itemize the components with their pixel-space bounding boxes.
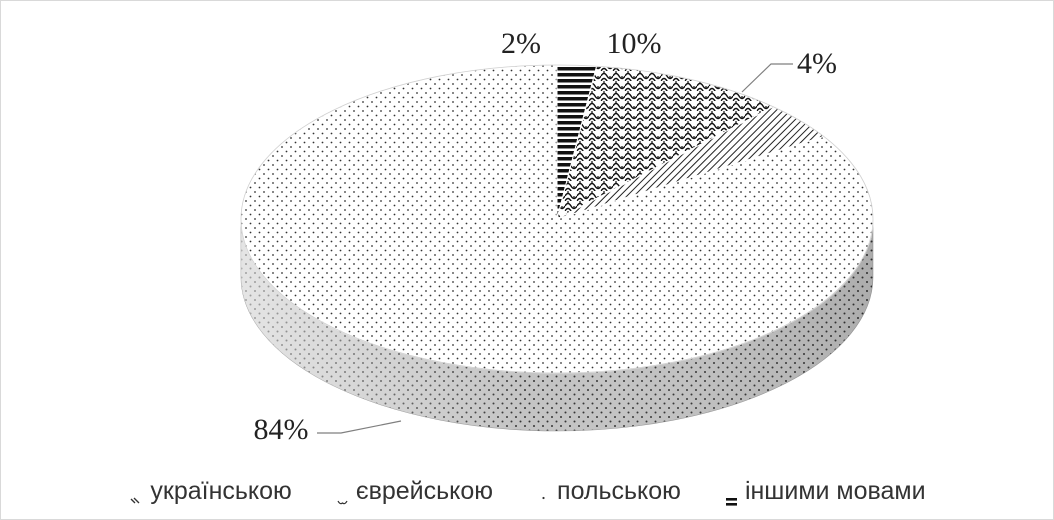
legend-label: іншими мовами	[745, 477, 926, 506]
legend-swatch-diagonal-stripes	[130, 486, 141, 497]
legend-item-1: українською	[130, 477, 291, 506]
legend: українською єврейською польською іншими мов…	[1, 471, 1054, 511]
legend-label: єврейською	[356, 477, 493, 506]
pie-chart: 2% 10% 4% 84%	[1, 1, 1054, 471]
leader-line-3	[317, 421, 401, 433]
pie-top-face	[241, 65, 873, 373]
legend-swatch-wave-lattice	[336, 486, 347, 497]
slice-label-4: 2%	[501, 27, 541, 60]
slice-label-2: 10%	[607, 27, 662, 60]
leader-line-1	[742, 64, 793, 92]
slice-label-1: 4%	[797, 47, 837, 80]
legend-item-3: польською	[537, 477, 681, 506]
legend-swatch-horizontal-bars	[725, 486, 736, 497]
legend-item-2: єврейською	[336, 477, 493, 506]
legend-label: українською	[150, 477, 291, 506]
slice-label-3: 84%	[254, 413, 309, 446]
legend-item-4: іншими мовами	[725, 477, 926, 506]
legend-label: польською	[557, 477, 681, 506]
legend-swatch-fine-dots	[537, 486, 548, 497]
